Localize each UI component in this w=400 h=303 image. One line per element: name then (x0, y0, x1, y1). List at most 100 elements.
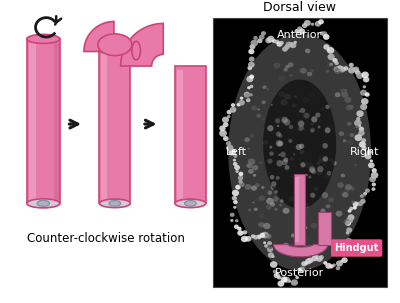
Ellipse shape (289, 125, 293, 129)
Ellipse shape (346, 231, 349, 235)
Ellipse shape (277, 275, 281, 279)
Ellipse shape (282, 159, 288, 165)
Ellipse shape (259, 161, 262, 164)
Ellipse shape (260, 233, 265, 238)
Ellipse shape (322, 143, 328, 148)
Ellipse shape (279, 204, 282, 206)
Ellipse shape (317, 166, 324, 172)
Ellipse shape (240, 97, 243, 100)
FancyBboxPatch shape (331, 239, 382, 257)
Ellipse shape (256, 197, 262, 201)
Ellipse shape (231, 103, 235, 107)
Ellipse shape (272, 39, 276, 43)
Ellipse shape (264, 244, 268, 248)
Ellipse shape (282, 243, 289, 248)
Ellipse shape (348, 67, 355, 74)
Ellipse shape (132, 41, 140, 60)
Ellipse shape (310, 128, 315, 133)
Ellipse shape (235, 219, 238, 222)
Ellipse shape (250, 40, 258, 46)
Ellipse shape (360, 90, 367, 96)
Ellipse shape (227, 115, 230, 118)
Ellipse shape (360, 104, 367, 110)
Ellipse shape (358, 130, 365, 136)
Ellipse shape (321, 140, 328, 146)
Ellipse shape (226, 145, 234, 151)
Ellipse shape (280, 199, 284, 203)
Ellipse shape (234, 165, 240, 170)
Ellipse shape (251, 185, 257, 191)
Ellipse shape (269, 152, 274, 156)
Ellipse shape (276, 160, 283, 167)
Ellipse shape (283, 277, 290, 283)
Ellipse shape (296, 144, 302, 150)
Ellipse shape (353, 67, 359, 72)
Ellipse shape (278, 141, 283, 146)
Ellipse shape (237, 227, 242, 231)
Ellipse shape (219, 130, 227, 137)
Ellipse shape (267, 125, 274, 132)
Ellipse shape (223, 122, 228, 127)
Ellipse shape (326, 204, 331, 208)
Ellipse shape (341, 174, 345, 177)
Ellipse shape (284, 157, 288, 162)
Ellipse shape (249, 56, 255, 62)
Ellipse shape (318, 19, 324, 25)
Ellipse shape (246, 76, 253, 82)
Ellipse shape (284, 94, 291, 100)
Ellipse shape (345, 238, 353, 245)
Ellipse shape (360, 199, 366, 204)
Ellipse shape (325, 105, 330, 109)
Ellipse shape (334, 61, 339, 65)
Ellipse shape (261, 186, 264, 189)
Ellipse shape (301, 261, 307, 266)
Ellipse shape (315, 112, 320, 118)
Ellipse shape (289, 196, 295, 201)
Ellipse shape (346, 105, 352, 110)
Ellipse shape (321, 31, 327, 37)
Ellipse shape (348, 214, 354, 221)
Polygon shape (294, 174, 306, 245)
Ellipse shape (273, 63, 280, 68)
Ellipse shape (323, 34, 330, 40)
Ellipse shape (365, 153, 372, 159)
Ellipse shape (253, 36, 258, 40)
Ellipse shape (263, 79, 336, 208)
Ellipse shape (265, 38, 272, 43)
Ellipse shape (226, 110, 232, 115)
Ellipse shape (251, 105, 257, 110)
Ellipse shape (27, 35, 60, 43)
Ellipse shape (285, 87, 288, 90)
Ellipse shape (288, 139, 292, 143)
Ellipse shape (288, 279, 291, 283)
Ellipse shape (291, 279, 298, 286)
Ellipse shape (302, 97, 309, 103)
Ellipse shape (271, 104, 273, 106)
Ellipse shape (309, 166, 316, 173)
Ellipse shape (335, 92, 340, 97)
Ellipse shape (342, 251, 348, 256)
Ellipse shape (248, 169, 254, 174)
Ellipse shape (249, 75, 254, 79)
Ellipse shape (270, 202, 275, 207)
Ellipse shape (329, 264, 334, 268)
Ellipse shape (234, 225, 239, 229)
Ellipse shape (297, 129, 300, 132)
Ellipse shape (306, 174, 308, 176)
Ellipse shape (302, 255, 304, 257)
Ellipse shape (346, 227, 352, 233)
Ellipse shape (359, 127, 364, 132)
Ellipse shape (238, 100, 245, 105)
Ellipse shape (268, 198, 270, 200)
Ellipse shape (263, 241, 266, 244)
Text: Anterior: Anterior (277, 30, 322, 40)
Ellipse shape (292, 103, 297, 108)
Ellipse shape (354, 134, 362, 141)
Polygon shape (101, 55, 107, 199)
Ellipse shape (285, 65, 290, 68)
Polygon shape (175, 66, 206, 203)
Ellipse shape (339, 132, 344, 136)
Polygon shape (274, 245, 328, 257)
Polygon shape (84, 22, 114, 52)
Ellipse shape (230, 213, 234, 217)
